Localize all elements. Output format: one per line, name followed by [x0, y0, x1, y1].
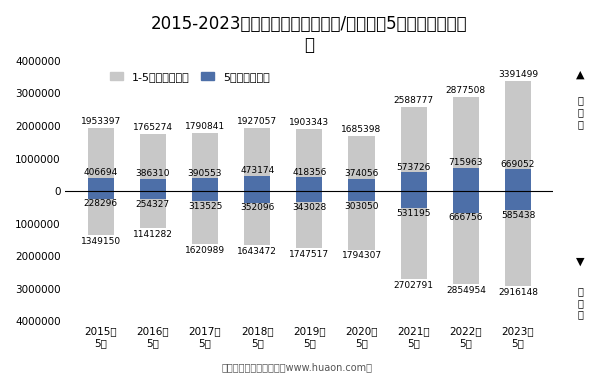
Text: 2877508: 2877508	[446, 86, 486, 95]
Text: 313525: 313525	[188, 202, 222, 211]
Text: 254327: 254327	[136, 200, 170, 209]
Bar	[400, 107, 427, 279]
Text: 1620989: 1620989	[185, 246, 225, 255]
Text: ▲: ▲	[576, 70, 584, 80]
Text: 406694: 406694	[83, 168, 118, 177]
Text: 418356: 418356	[292, 168, 327, 177]
Bar	[453, 98, 479, 284]
Bar	[349, 136, 375, 249]
Text: 473174: 473174	[240, 166, 274, 175]
Text: 1790841: 1790841	[185, 122, 225, 131]
Text: 出
口
额: 出 口 额	[577, 96, 583, 129]
Text: ▼: ▼	[576, 257, 584, 267]
Bar	[505, 169, 531, 210]
Bar	[453, 168, 479, 213]
Text: 1927057: 1927057	[237, 117, 277, 126]
Bar	[244, 176, 270, 203]
Bar	[87, 178, 114, 199]
Bar	[505, 81, 531, 286]
Bar	[296, 178, 322, 202]
Text: 1794307: 1794307	[342, 251, 381, 260]
Text: 374056: 374056	[345, 169, 378, 178]
Text: 1903343: 1903343	[289, 118, 330, 127]
Bar	[192, 178, 218, 201]
Text: 1349150: 1349150	[81, 237, 121, 246]
Bar	[296, 129, 322, 248]
Text: 1643472: 1643472	[237, 246, 277, 255]
Legend: 1-5月（万美元）, 5月（万美元）: 1-5月（万美元）, 5月（万美元）	[110, 72, 270, 82]
Bar	[400, 172, 427, 208]
Title: 2015-2023年河北省（境内目的地/货源地）5月进、出口额统
计: 2015-2023年河北省（境内目的地/货源地）5月进、出口额统 计	[151, 15, 468, 54]
Text: 1765274: 1765274	[133, 123, 173, 132]
Text: 666756: 666756	[449, 214, 483, 223]
Text: 进
口
额: 进 口 额	[577, 286, 583, 319]
Text: 1141282: 1141282	[133, 230, 173, 239]
Text: 1953397: 1953397	[80, 117, 121, 126]
Text: 3391499: 3391499	[498, 70, 538, 79]
Text: 1747517: 1747517	[289, 250, 330, 259]
Text: 2854954: 2854954	[446, 286, 486, 295]
Text: 343028: 343028	[292, 203, 327, 212]
Text: 531195: 531195	[396, 209, 431, 218]
Text: 386310: 386310	[136, 169, 170, 178]
Bar	[192, 133, 218, 244]
Text: 2702791: 2702791	[394, 281, 434, 290]
Text: 228296: 228296	[84, 199, 118, 208]
Text: 573726: 573726	[396, 163, 431, 172]
Text: 585438: 585438	[501, 211, 535, 220]
Text: 2916148: 2916148	[498, 288, 538, 297]
Text: 390553: 390553	[188, 169, 223, 178]
Text: 669052: 669052	[501, 160, 535, 169]
Bar	[140, 134, 166, 228]
Bar	[244, 128, 270, 245]
Bar	[349, 179, 375, 201]
Text: 制图：华经产业研究院（www.huaon.com）: 制图：华经产业研究院（www.huaon.com）	[222, 362, 373, 372]
Text: 1685398: 1685398	[342, 125, 381, 134]
Text: 303050: 303050	[345, 202, 379, 211]
Text: 352096: 352096	[240, 203, 274, 212]
Bar	[87, 128, 114, 235]
Text: 2588777: 2588777	[394, 96, 434, 105]
Text: 715963: 715963	[449, 158, 483, 167]
Bar	[140, 178, 166, 199]
